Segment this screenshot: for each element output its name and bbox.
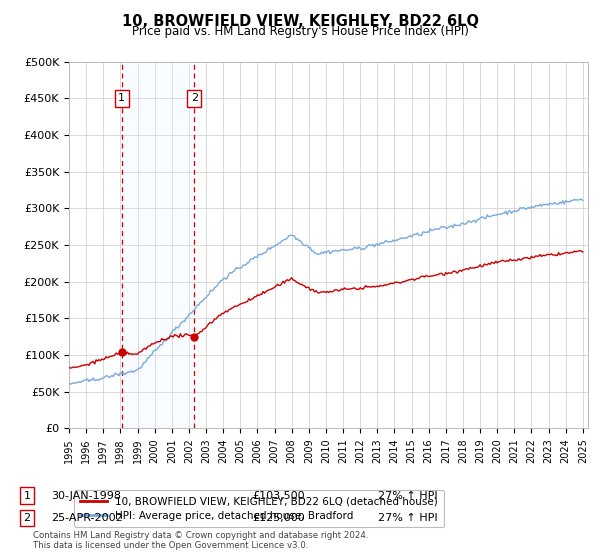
Text: 27% ↑ HPI: 27% ↑ HPI	[378, 491, 437, 501]
Text: 2: 2	[23, 513, 31, 523]
Text: Contains HM Land Registry data © Crown copyright and database right 2024.
This d: Contains HM Land Registry data © Crown c…	[33, 530, 368, 550]
Text: 27% ↑ HPI: 27% ↑ HPI	[378, 513, 437, 523]
Text: 10, BROWFIELD VIEW, KEIGHLEY, BD22 6LQ: 10, BROWFIELD VIEW, KEIGHLEY, BD22 6LQ	[121, 14, 479, 29]
Bar	[122, 62, 194, 428]
Text: 2: 2	[191, 94, 198, 103]
Text: 1: 1	[118, 94, 125, 103]
Text: £103,500: £103,500	[252, 491, 305, 501]
Text: 1: 1	[23, 491, 31, 501]
Text: £125,000: £125,000	[252, 513, 305, 523]
Legend: 10, BROWFIELD VIEW, KEIGHLEY, BD22 6LQ (detached house), HPI: Average price, det: 10, BROWFIELD VIEW, KEIGHLEY, BD22 6LQ (…	[74, 491, 444, 527]
Text: 25-APR-2002: 25-APR-2002	[51, 513, 123, 523]
Text: Price paid vs. HM Land Registry's House Price Index (HPI): Price paid vs. HM Land Registry's House …	[131, 25, 469, 38]
Text: 30-JAN-1998: 30-JAN-1998	[51, 491, 121, 501]
